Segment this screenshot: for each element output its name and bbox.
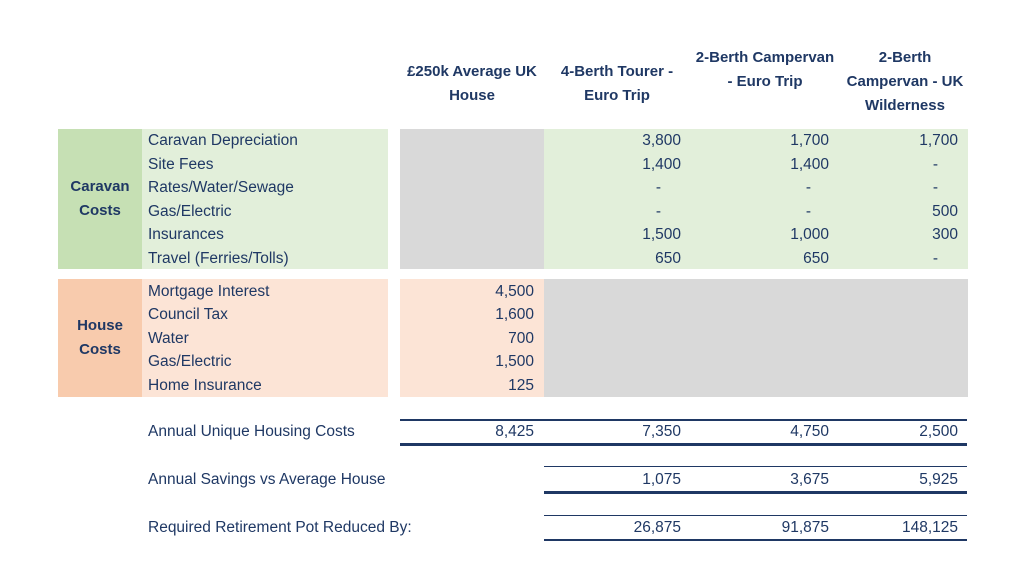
column-header-4-berth-tourer: 4-Berth Tourer - Euro Trip — [560, 63, 674, 104]
cell-value: - — [805, 202, 811, 220]
cell-value: 1,700 — [790, 132, 829, 149]
row-label-water: Water — [148, 329, 189, 347]
cell-value: 1,400 — [790, 155, 829, 173]
cell-value: 1,000 — [790, 226, 829, 243]
row-label-council-tax: Council Tax — [148, 306, 228, 323]
top-border-line — [544, 515, 967, 516]
cell-value: 1,400 — [642, 155, 681, 173]
cell-value: - — [655, 202, 661, 220]
house-costs-group-label: House Costs — [58, 279, 142, 397]
cell-value: 1,500 — [495, 353, 534, 370]
column-header-2-berth-uk: 2-Berth Campervan - UK Wilderness — [846, 49, 964, 114]
row-label-annual-savings: Annual Savings vs Average House — [148, 470, 386, 488]
row-label-rates-water-sewage: Rates/Water/Sewage — [148, 179, 294, 196]
caravan-values-background — [544, 129, 968, 269]
row-label-mortgage-interest: Mortgage Interest — [148, 282, 270, 300]
house-caravan-columns-empty — [544, 279, 968, 397]
row-label-insurances: Insurances — [148, 226, 224, 243]
column-header-average-house: £250k Average UK House — [407, 63, 537, 104]
row-label-required-retirement-pot: Required Retirement Pot Reduced By: — [148, 519, 412, 536]
cell-value: 26,875 — [633, 519, 681, 536]
row-label-caravan-depreciation: Caravan Depreciation — [148, 132, 298, 149]
bottom-border-line — [544, 539, 967, 541]
cell-value: 4,750 — [790, 423, 829, 440]
column-header-2-berth-euro: 2-Berth Campervan - Euro Trip — [695, 49, 835, 90]
top-border-line — [400, 419, 967, 421]
caravan-house-column-empty — [400, 129, 544, 269]
cell-value: 1,500 — [642, 226, 681, 243]
cell-value: 4,500 — [495, 282, 534, 300]
cell-value: 3,800 — [642, 132, 681, 149]
row-label-home-insurance: Home Insurance — [148, 376, 262, 394]
cell-value: 500 — [932, 202, 958, 220]
cell-value: - — [932, 155, 938, 173]
cell-value: 8,425 — [495, 423, 534, 440]
caravan-costs-group-label: Caravan Costs — [58, 129, 142, 269]
row-label-caravan-gas-electric: Gas/Electric — [148, 202, 232, 220]
cell-value: 1,075 — [642, 470, 681, 488]
cell-value: 125 — [508, 376, 534, 394]
caravan-labels-background — [142, 129, 388, 269]
cell-value: 7,350 — [642, 423, 681, 440]
cell-value: 1,700 — [919, 132, 958, 149]
cell-value: 1,600 — [495, 306, 534, 323]
cell-value: 300 — [932, 226, 958, 243]
top-border-line — [544, 466, 967, 467]
cell-value: - — [655, 179, 661, 196]
row-label-site-fees: Site Fees — [148, 155, 214, 173]
cell-value: 5,925 — [919, 470, 958, 488]
cell-value: - — [805, 179, 811, 196]
cell-value: 650 — [803, 249, 829, 267]
row-label-travel: Travel (Ferries/Tolls) — [148, 249, 289, 267]
row-label-annual-unique-housing-costs: Annual Unique Housing Costs — [148, 423, 355, 440]
cell-value: - — [932, 179, 938, 196]
cell-value: 91,875 — [781, 519, 829, 536]
bottom-border-line — [400, 443, 967, 446]
cell-value: 700 — [508, 329, 534, 347]
row-label-house-gas-electric: Gas/Electric — [148, 353, 232, 370]
cell-value: 148,125 — [901, 519, 958, 536]
cell-value: 650 — [655, 249, 681, 267]
house-labels-background — [142, 279, 388, 397]
cell-value: 2,500 — [919, 423, 958, 440]
cell-value: - — [932, 249, 938, 267]
house-values-background — [400, 279, 544, 397]
bottom-border-line — [544, 491, 967, 494]
cell-value: 3,675 — [790, 470, 829, 488]
